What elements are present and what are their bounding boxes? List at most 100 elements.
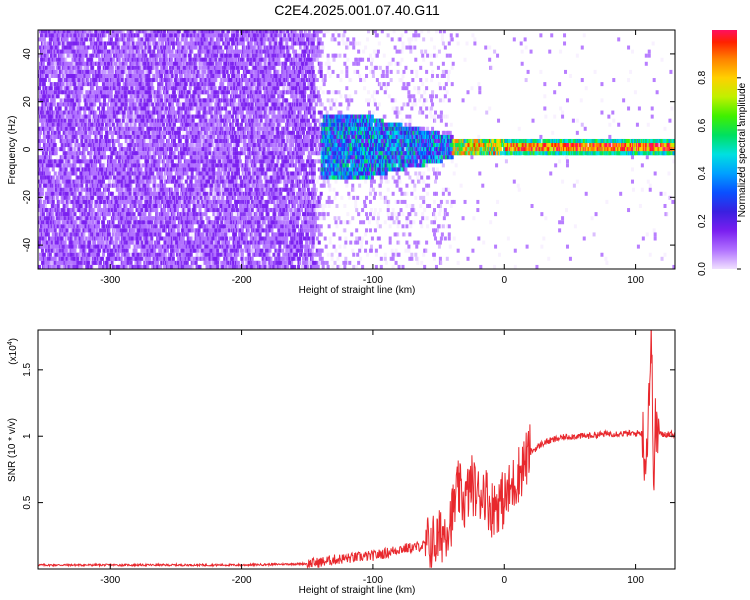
heatmap-cell xyxy=(118,240,122,245)
heatmap-cell xyxy=(91,30,95,34)
heatmap-cell xyxy=(132,163,136,168)
heatmap-cell xyxy=(55,45,59,50)
heatmap-cell xyxy=(74,147,78,152)
heatmap-cell xyxy=(43,118,47,123)
heatmap-cell xyxy=(159,102,163,107)
heatmap-cell xyxy=(167,208,171,213)
heatmap-cell xyxy=(43,224,47,229)
heatmap-cell xyxy=(143,94,147,99)
heatmap-cell xyxy=(176,171,180,176)
heatmap-cell xyxy=(121,126,125,131)
heatmap-cell xyxy=(51,53,55,58)
heatmap-cell xyxy=(85,53,89,58)
heatmap-cell xyxy=(107,232,111,237)
heatmap-cell xyxy=(68,90,72,95)
heatmap-cell xyxy=(80,86,84,91)
heatmap-cell xyxy=(147,37,151,42)
heatmap-cell xyxy=(95,30,99,34)
heatmap-cell xyxy=(38,90,42,95)
heatmap-cell xyxy=(38,30,42,34)
heatmap-cell xyxy=(83,73,87,78)
heatmap-cell xyxy=(40,73,44,78)
heatmap-cell xyxy=(134,114,138,119)
heatmap-cell xyxy=(55,260,59,265)
heatmap-cell xyxy=(69,130,73,135)
heatmap-cell xyxy=(49,65,53,70)
heatmap-cell xyxy=(138,102,142,107)
heatmap-cell xyxy=(97,155,101,160)
heatmap-cell xyxy=(129,134,133,139)
heatmap-cell xyxy=(133,240,137,245)
heatmap-cell xyxy=(137,130,141,135)
heatmap-cell xyxy=(48,33,52,38)
heatmap-cell xyxy=(134,171,138,176)
heatmap-cell xyxy=(147,106,151,111)
heatmap-cell xyxy=(38,240,41,245)
heatmap-cell xyxy=(148,147,152,152)
heatmap-cell xyxy=(129,203,133,208)
heatmap-cell xyxy=(41,216,45,221)
heatmap-cell xyxy=(57,179,61,184)
heatmap-cell xyxy=(117,208,121,213)
heatmap-cell xyxy=(48,167,52,172)
heatmap-cell xyxy=(55,195,59,200)
heatmap-cell xyxy=(74,203,78,208)
heatmap-cell xyxy=(64,151,68,156)
heatmap-cell xyxy=(124,199,128,204)
heatmap-cell xyxy=(111,143,115,148)
heatmap-cell xyxy=(116,130,120,135)
heatmap-cell xyxy=(89,45,93,50)
heatmap-cell xyxy=(143,252,147,257)
heatmap-cell xyxy=(66,208,70,213)
heatmap-cell xyxy=(90,94,94,99)
heatmap-cell xyxy=(51,122,55,127)
heatmap-cell xyxy=(48,224,52,229)
heatmap-cell xyxy=(112,151,116,156)
heatmap-cell xyxy=(57,73,61,78)
heatmap-cell xyxy=(80,240,84,245)
heatmap-cell xyxy=(172,228,176,233)
heatmap-cell xyxy=(53,171,57,176)
heatmap-cell xyxy=(64,159,68,164)
heatmap-cell xyxy=(85,264,89,269)
heatmap-cell xyxy=(137,53,141,58)
heatmap-cell xyxy=(40,41,44,46)
heatmap-cell xyxy=(131,69,135,74)
heatmap-cell xyxy=(116,65,120,70)
heatmap-cell xyxy=(71,49,75,54)
heatmap-cell xyxy=(162,220,166,225)
heatmap-cell xyxy=(55,248,59,253)
heatmap-cell xyxy=(144,86,148,91)
heatmap-cell xyxy=(102,41,106,46)
heatmap-cell xyxy=(128,82,132,87)
heatmap-cell xyxy=(46,110,50,115)
heatmap-cell xyxy=(130,228,134,233)
heatmap-cell xyxy=(65,248,69,253)
heatmap-cell xyxy=(49,106,53,111)
heatmap-cell xyxy=(114,244,118,249)
heatmap-cell xyxy=(103,151,107,156)
heatmap-cell xyxy=(73,208,77,213)
heatmap-cell xyxy=(119,256,123,261)
heatmap-cell xyxy=(76,199,80,204)
heatmap-cell xyxy=(144,45,148,50)
heatmap-cell xyxy=(143,179,147,184)
heatmap-cell xyxy=(100,61,104,66)
heatmap-cell xyxy=(157,41,161,46)
heatmap-cell xyxy=(42,264,46,269)
heatmap-cell xyxy=(137,78,141,83)
heatmap-cell xyxy=(170,143,174,148)
heatmap-cell xyxy=(76,220,80,225)
heatmap-cell xyxy=(109,240,113,245)
heatmap-cell xyxy=(162,216,166,221)
heatmap-cell xyxy=(55,175,59,180)
heatmap-cell xyxy=(64,102,68,107)
heatmap-cell xyxy=(67,61,71,66)
heatmap-cell xyxy=(132,216,136,221)
heatmap-cell xyxy=(140,110,144,115)
heatmap-cell xyxy=(171,106,175,111)
heatmap-cell xyxy=(71,122,75,127)
heatmap-cell xyxy=(90,122,94,127)
heatmap-cell xyxy=(122,159,126,164)
heatmap-cell xyxy=(56,37,60,42)
